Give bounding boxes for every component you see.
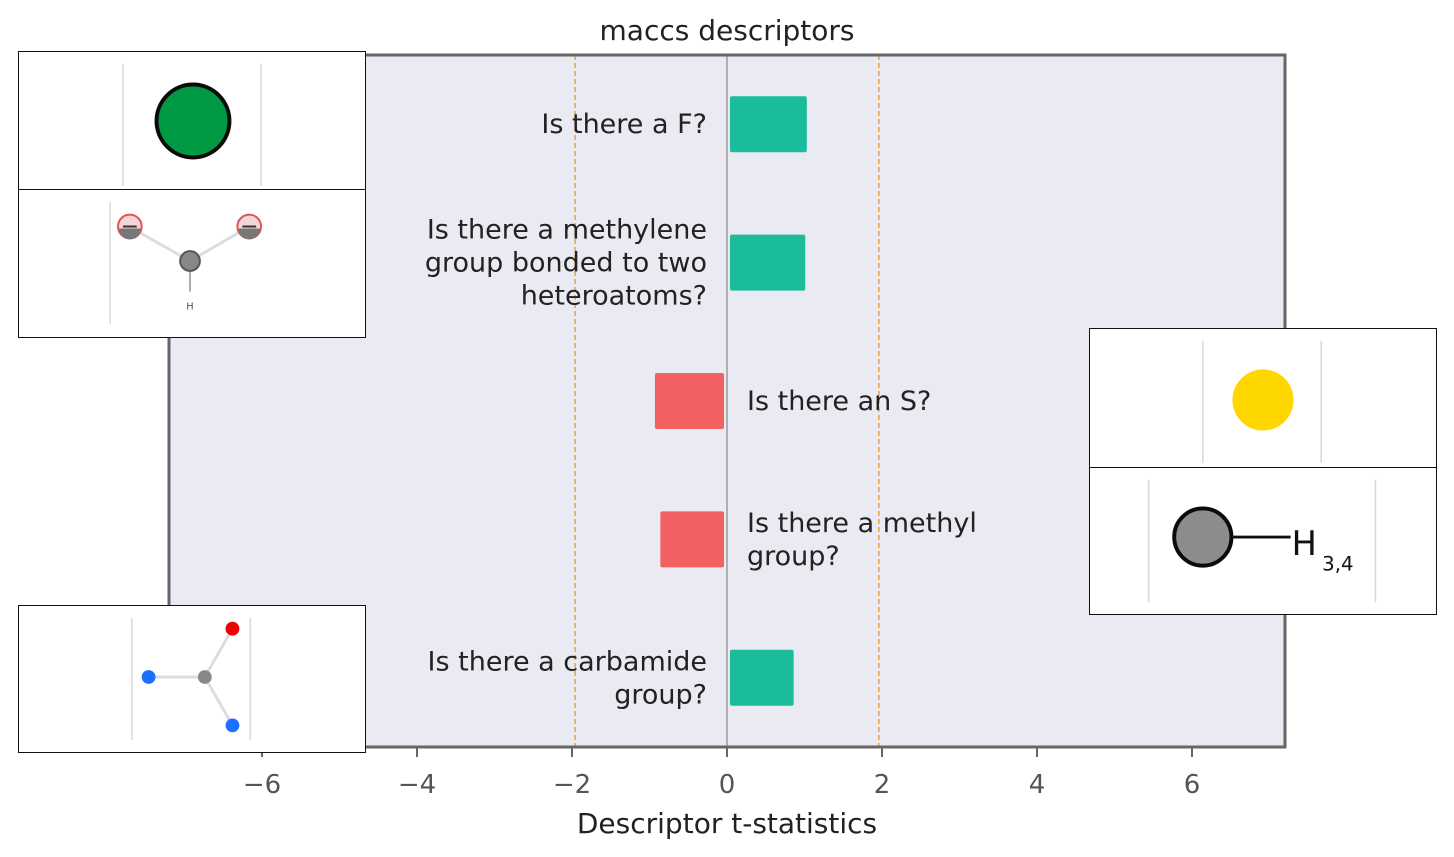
sulfur-atom-icon [1202,340,1322,464]
inset-methylene: H [18,189,366,338]
methyl-group-icon: H 3,4 [1147,479,1377,603]
svg-text:H: H [1292,524,1317,563]
bar [660,511,724,568]
category-label: Is there a F? [541,109,707,140]
inset-fluorine [18,51,366,191]
bar [730,649,794,706]
chart-title: maccs descriptors [600,14,855,47]
svg-text:H: H [186,301,193,312]
fluorine-atom-icon [122,63,262,187]
inset-methyl: H 3,4 [1089,467,1437,615]
bar [654,373,724,429]
category-label: Is there a methylene group bonded to two h… [425,215,707,312]
x-tick-label: 0 [719,770,736,800]
x-tick-label: 2 [874,770,891,800]
methylene-heteroatom-fragment-icon: H [109,201,263,325]
x-axis-label: Descriptor t-statistics [577,807,877,840]
category-label: Is there a carbamide group? [428,646,707,710]
inset-sulfur [1089,328,1437,469]
x-tick-label: −2 [553,770,591,800]
category-label: Is there an S? [747,386,931,417]
carbamide-fragment-icon [131,617,251,741]
bar [730,234,806,291]
svg-text:3,4: 3,4 [1322,553,1353,576]
inset-carbamide [18,605,366,753]
x-tick-label: 4 [1029,770,1046,800]
x-tick-label: −4 [398,770,436,800]
category-label: Is there a methyl group? [747,508,977,572]
x-tick-label: −6 [243,770,281,800]
bar [730,96,807,153]
x-tick-label: 6 [1184,770,1201,800]
